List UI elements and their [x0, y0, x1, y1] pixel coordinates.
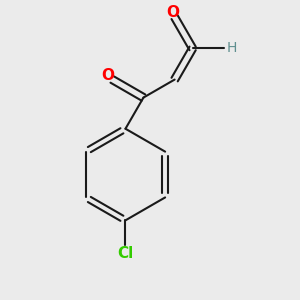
Text: Cl: Cl: [117, 246, 134, 261]
Text: H: H: [227, 41, 237, 56]
Text: O: O: [101, 68, 114, 83]
Text: O: O: [167, 5, 179, 20]
